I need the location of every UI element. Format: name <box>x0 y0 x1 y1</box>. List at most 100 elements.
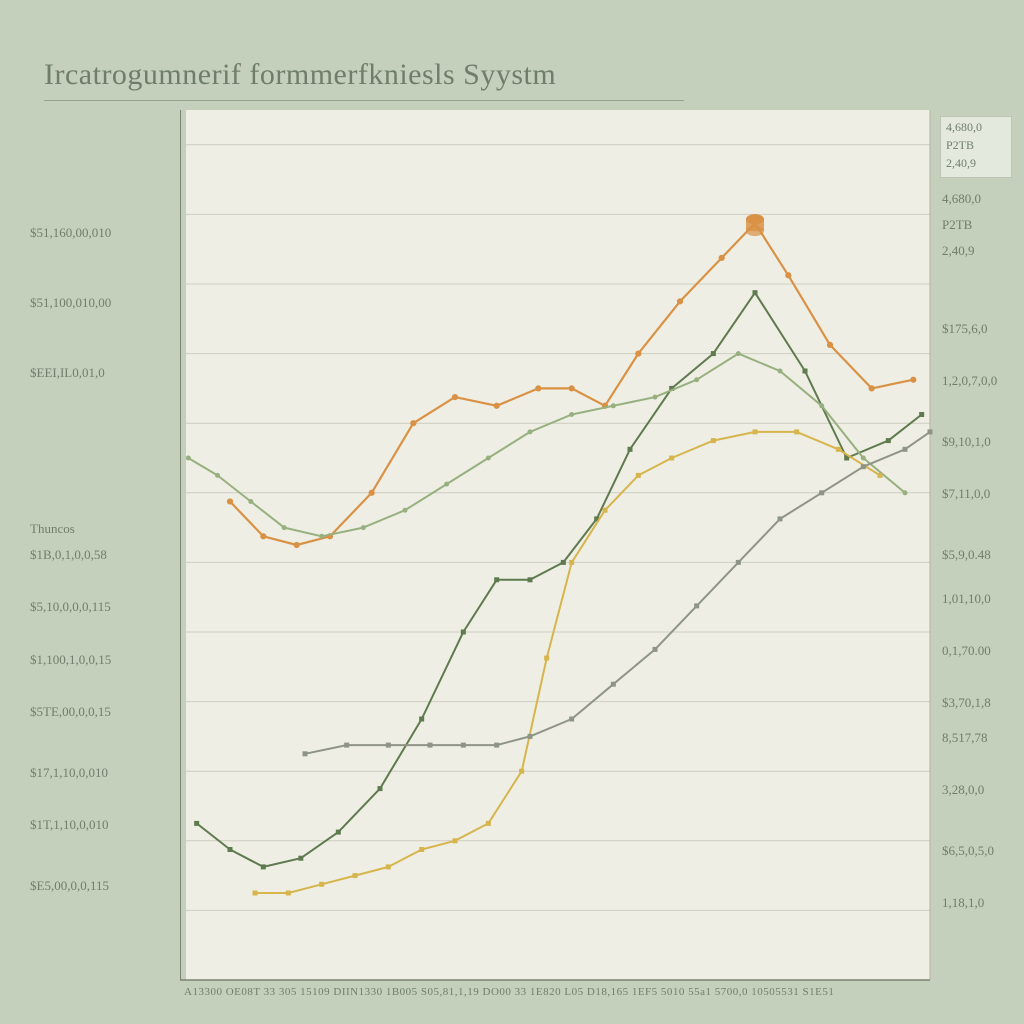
line-chart <box>180 110 970 990</box>
series-yellow-marker <box>669 456 674 461</box>
series-pale-green-marker <box>248 499 253 504</box>
series-dark-green-marker <box>419 717 424 722</box>
left-axis-label: $5,10,0,0,0,115 <box>30 599 111 615</box>
series-yellow-marker <box>519 769 524 774</box>
series-orange-marker <box>910 377 916 383</box>
series-orange-marker <box>369 490 375 496</box>
series-orange-marker <box>452 394 458 400</box>
series-grey-marker <box>428 743 433 748</box>
left-axis-label: $1B,0,1,0,0,58 <box>30 547 107 563</box>
series-pale-green-marker <box>736 351 741 356</box>
right-axis-label: 4,680,0 <box>942 191 981 207</box>
right-axis-label: 2,40,9 <box>942 243 975 259</box>
series-yellow-marker <box>711 438 716 443</box>
series-dark-green-marker <box>803 369 808 374</box>
series-pale-green-marker <box>444 482 449 487</box>
series-orange-marker <box>827 342 833 348</box>
title-underline <box>44 100 684 101</box>
series-orange-marker <box>535 385 541 391</box>
series-orange-marker <box>494 403 500 409</box>
series-orange-marker <box>294 542 300 548</box>
series-pale-green-marker <box>528 429 533 434</box>
series-dark-green-marker <box>194 821 199 826</box>
legend-item: 4,680,0 <box>946 120 982 135</box>
series-pale-green-marker <box>778 369 783 374</box>
chart-title: Ircatrogumnerif formmerfkniesls Syystm <box>44 58 556 92</box>
series-yellow-marker <box>636 473 641 478</box>
right-axis-label: 8,517,78 <box>942 730 988 746</box>
series-grey-marker <box>303 751 308 756</box>
series-grey-marker <box>386 743 391 748</box>
legend-item: P2TB <box>946 138 974 153</box>
series-pale-green-marker <box>319 534 324 539</box>
series-grey-marker <box>494 743 499 748</box>
series-pale-green-marker <box>361 525 366 530</box>
series-grey-marker <box>344 743 349 748</box>
series-yellow-marker <box>286 891 291 896</box>
right-axis-label: 1,01,10,0 <box>942 591 991 607</box>
series-yellow-marker <box>253 891 258 896</box>
left-axis-label: $51,100,010,00 <box>30 295 111 311</box>
series-yellow-marker <box>353 873 358 878</box>
series-orange-peak-marker <box>746 214 764 236</box>
series-grey-marker <box>778 516 783 521</box>
series-orange-marker <box>227 498 233 504</box>
series-orange-marker <box>569 385 575 391</box>
series-grey-marker <box>861 464 866 469</box>
series-orange-marker <box>410 420 416 426</box>
x-axis-labels: A13300 OE08T 33 305 15109 DIIN1330 1B005… <box>184 986 964 998</box>
series-dark-green-marker <box>298 856 303 861</box>
right-axis-label: P2TB <box>942 217 972 233</box>
series-yellow-marker <box>753 429 758 434</box>
series-yellow-marker <box>836 447 841 452</box>
series-dark-green-marker <box>919 412 924 417</box>
right-axis-label: $7,11,0,0 <box>942 486 990 502</box>
series-yellow-marker <box>319 882 324 887</box>
series-yellow-marker <box>794 429 799 434</box>
series-grey-marker <box>611 682 616 687</box>
right-axis-label: 0,1,70.00 <box>942 643 991 659</box>
series-orange-marker <box>785 272 791 278</box>
left-axis-label: $1T,1,10,0,010 <box>30 817 108 833</box>
series-yellow-marker <box>569 560 574 565</box>
series-orange-marker <box>260 533 266 539</box>
right-axis-label: $9,10,1,0 <box>942 434 991 450</box>
series-pale-green-marker <box>186 456 191 461</box>
series-yellow-marker <box>453 838 458 843</box>
series-yellow-marker <box>544 656 549 661</box>
series-dark-green-marker <box>378 786 383 791</box>
series-grey-marker <box>819 490 824 495</box>
series-grey-marker <box>461 743 466 748</box>
series-yellow-marker <box>878 473 883 478</box>
series-pale-green-marker <box>861 456 866 461</box>
series-grey-marker <box>528 734 533 739</box>
series-yellow-marker <box>603 508 608 513</box>
right-axis-label: $175,6,0 <box>942 321 988 337</box>
series-yellow-marker <box>486 821 491 826</box>
series-yellow-marker <box>386 864 391 869</box>
series-dark-green-marker <box>261 864 266 869</box>
right-axis-label: 1,18,1,0 <box>942 895 984 911</box>
right-axis-label: 1,2,0,7,0,0 <box>942 373 997 389</box>
series-pale-green-marker <box>694 377 699 382</box>
series-pale-green-marker <box>903 490 908 495</box>
series-grey-marker <box>928 429 933 434</box>
series-dark-green-marker <box>336 830 341 835</box>
series-pale-green-marker <box>282 525 287 530</box>
series-dark-green-marker <box>494 577 499 582</box>
left-axis-label: $17,1,10,0,010 <box>30 765 108 781</box>
series-dark-green-marker <box>561 560 566 565</box>
series-dark-green-marker <box>228 847 233 852</box>
left-axis-label: $51,160,00,010 <box>30 225 111 241</box>
left-axis-label: $E5,00,0,0,115 <box>30 878 109 894</box>
series-pale-green-marker <box>819 403 824 408</box>
series-dark-green-marker <box>711 351 716 356</box>
series-dark-green-marker <box>628 447 633 452</box>
legend-item: 2,40,9 <box>946 156 976 171</box>
series-orange-marker <box>869 385 875 391</box>
series-pale-green-marker <box>653 395 658 400</box>
left-axis-label: $1,100,1,0,0,15 <box>30 652 111 668</box>
series-orange-marker <box>719 255 725 261</box>
right-axis-label: $5,9,0.48 <box>942 547 991 563</box>
series-dark-green-marker <box>528 577 533 582</box>
